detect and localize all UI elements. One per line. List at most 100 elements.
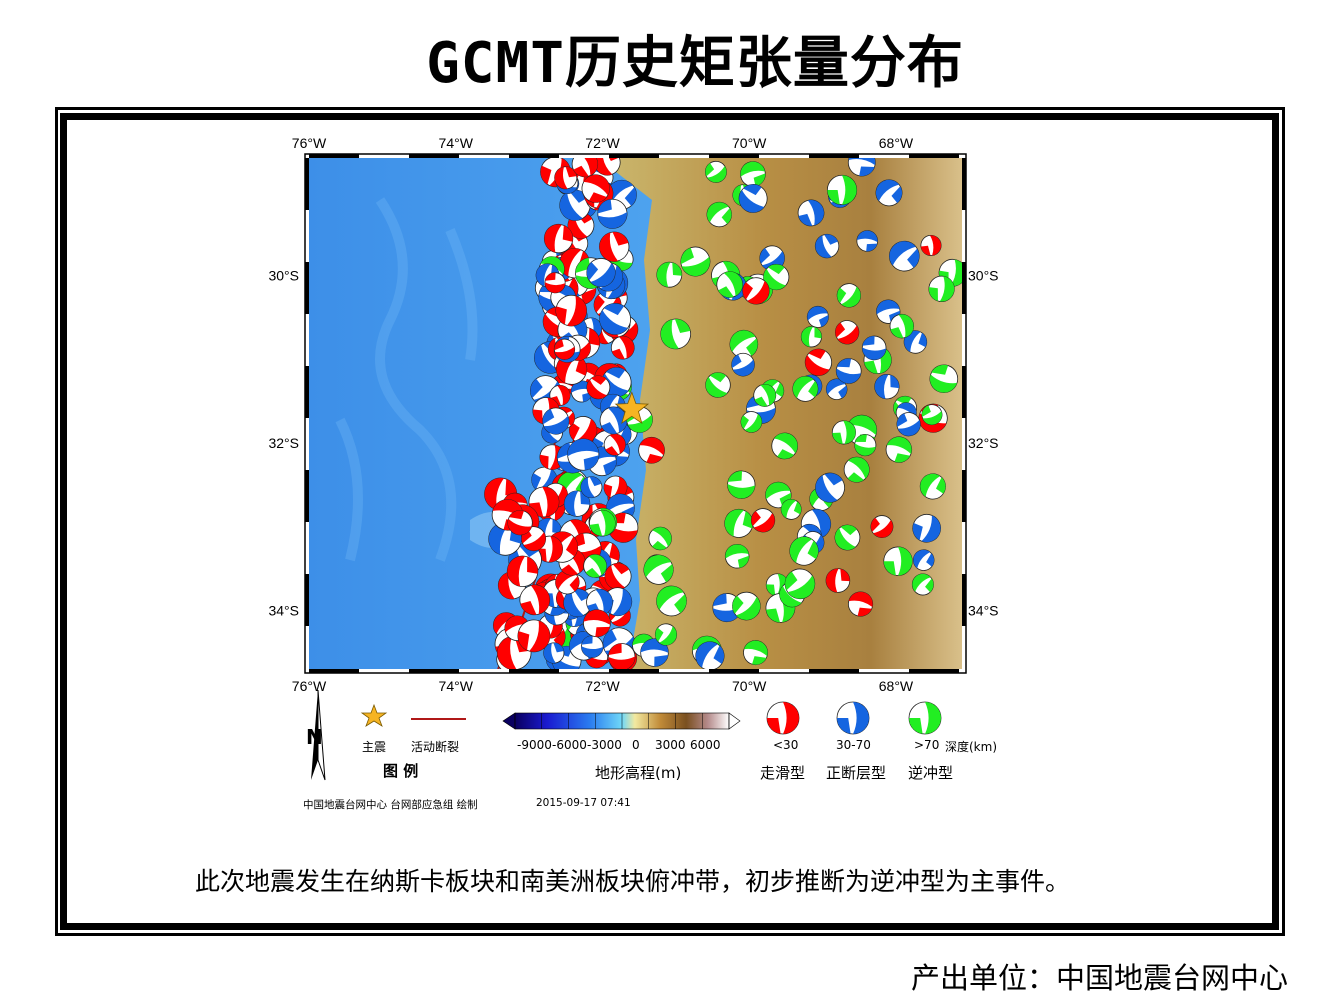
focal-mechanism <box>784 568 816 600</box>
focal-mechanism <box>792 375 819 402</box>
land-area <box>598 158 962 669</box>
focal-mechanism <box>519 584 551 616</box>
focal-mechanism <box>597 198 628 229</box>
focal-mechanism <box>727 470 756 499</box>
focal-mechanism <box>704 160 727 183</box>
focal-mechanism <box>724 508 754 538</box>
colorbar-tick-label: 6000 <box>690 738 721 752</box>
star-icon <box>614 391 650 425</box>
focal-mechanism <box>847 158 876 177</box>
lon-tick-label: 72°W <box>585 678 620 694</box>
colorbar-tick-label: 0 <box>632 738 640 752</box>
timestamp-text: 2015-09-17 07:41 <box>536 797 631 809</box>
focal-mechanism <box>553 338 576 360</box>
focal-mechanism <box>889 313 915 339</box>
lon-tick-label: 70°W <box>732 678 767 694</box>
focal-mechanism <box>729 329 759 359</box>
lon-tick-label: 70°W <box>732 135 767 151</box>
focal-mechanism <box>806 305 829 328</box>
focal-mechanism <box>580 476 603 499</box>
focal-mechanism <box>555 294 587 327</box>
focal-mechanism <box>581 174 610 203</box>
focal-mechanism <box>928 275 955 302</box>
focal-mechanism <box>929 364 959 393</box>
focal-mechanism <box>826 174 858 206</box>
focal-mechanism <box>724 543 750 569</box>
focal-mechanism <box>814 233 840 259</box>
focal-mechanism <box>740 161 766 187</box>
focal-mechanism <box>883 546 913 576</box>
focal-mechanism <box>583 609 611 638</box>
focal-mechanism <box>599 231 630 262</box>
lat-tick-label: 32°S <box>968 435 999 451</box>
focal-mechanism <box>542 407 570 435</box>
focal-mechanism <box>738 184 768 213</box>
focal-mechanism <box>732 591 761 621</box>
legend-beachballs <box>766 701 942 735</box>
focal-mechanism <box>742 277 770 305</box>
svg-text:N: N <box>306 725 323 749</box>
colorbar <box>502 712 741 730</box>
epicenter-star <box>614 391 650 425</box>
focal-mechanism <box>517 619 551 653</box>
focal-mechanism <box>506 555 539 587</box>
legend-title: 图 例 <box>383 762 419 780</box>
colorbar-tick-label: -9000 <box>517 738 552 752</box>
focal-mechanism <box>586 375 611 400</box>
page-title: GCMT历史矩张量分布 <box>426 31 964 96</box>
credit-text: 中国地震台网中心 台网部应急组 绘制 <box>303 799 478 811</box>
focal-mechanism <box>563 490 591 517</box>
focal-mechanism <box>875 179 903 207</box>
focal-mechanisms <box>484 158 962 669</box>
focal-mechanism <box>599 406 628 435</box>
focal-mechanism <box>638 436 665 464</box>
focal-mechanism <box>610 335 635 360</box>
focal-mechanism <box>740 411 763 433</box>
focal-mechanism <box>800 326 823 348</box>
focal-mechanism <box>656 585 687 617</box>
lat-tick-label: 32°S <box>268 435 299 451</box>
figure-frame-inner <box>60 113 1279 930</box>
lon-tick-label: 74°W <box>439 135 474 151</box>
focal-mechanism <box>559 189 591 221</box>
focal-mechanism <box>608 643 636 669</box>
focal-mechanism <box>731 352 755 377</box>
focal-mechanism <box>835 320 860 345</box>
strike-slip-beachball-icon <box>766 701 800 735</box>
focal-mechanism <box>825 568 851 593</box>
north-arrow-icon: N <box>306 689 326 781</box>
focal-mechanism <box>567 438 600 471</box>
focal-mechanism <box>789 536 819 566</box>
focal-mechanism <box>912 513 941 543</box>
focal-mechanism <box>874 374 900 400</box>
lat-tick-label: 34°S <box>268 602 299 618</box>
normal-fault-beachball-icon <box>836 701 870 735</box>
focal-mechanism <box>604 562 632 590</box>
focal-mechanism <box>488 522 522 556</box>
focal-mechanism <box>834 524 861 551</box>
footer-producer: 产出单位：中国地震台网中心 <box>910 961 1288 995</box>
focal-mechanism <box>643 554 674 585</box>
legend-fault-label: 活动断裂 <box>411 740 460 754</box>
lon-tick-label: 76°W <box>292 678 327 694</box>
focal-mechanism <box>896 412 921 437</box>
focal-mechanism <box>750 508 776 533</box>
lat-tick-label: 34°S <box>968 602 999 618</box>
lon-tick-label: 74°W <box>439 678 474 694</box>
focal-mechanism <box>544 272 566 294</box>
focal-mechanism <box>920 234 942 256</box>
focal-mechanism <box>847 591 874 617</box>
lat-tick-label: 30°S <box>268 267 299 283</box>
focal-mechanism <box>861 335 887 361</box>
focal-mechanism <box>656 261 683 288</box>
colorbar-title: 地形高程(m) <box>595 764 682 782</box>
legend-depth-label: >70 <box>914 738 940 752</box>
focal-mechanism <box>825 378 848 401</box>
legend-star-label: 主震 <box>362 740 387 754</box>
focal-mechanism <box>911 573 934 596</box>
map-area <box>309 158 962 669</box>
legend-star-icon <box>360 703 388 727</box>
focal-mechanism <box>581 635 604 658</box>
focal-mechanism <box>695 641 725 669</box>
focal-mechanism <box>648 526 672 551</box>
